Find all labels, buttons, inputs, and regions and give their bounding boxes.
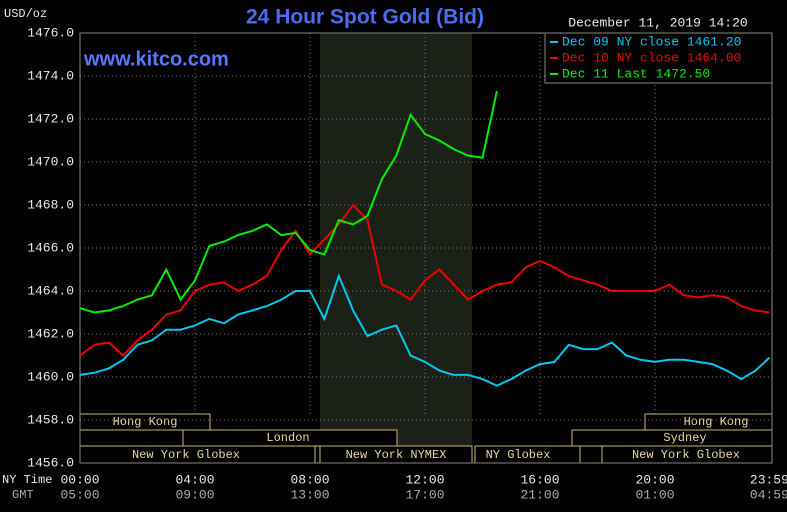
session-label: New York Globex	[632, 448, 740, 462]
session-label: Sydney	[663, 431, 706, 445]
x-tick-label: 20:00	[635, 472, 674, 487]
price-line	[79, 273, 771, 387]
y-tick-label: 1466.0	[27, 240, 74, 255]
y-tick-label: 1456.0	[27, 455, 74, 470]
session-label: London	[266, 431, 309, 445]
y-tick-label: 1468.0	[27, 197, 74, 212]
legend-label: Dec 10 NY close 1464.00	[562, 50, 741, 65]
x-row-label: GMT	[12, 488, 34, 502]
x-tick-label-gmt: 01:00	[635, 487, 674, 502]
y-tick-label: 1458.0	[27, 412, 74, 427]
session-label: Hong Kong	[684, 415, 749, 429]
x-tick-label: 12:00	[405, 472, 444, 487]
y-tick-label: 1476.0	[27, 25, 74, 40]
x-tick-label: 23:59	[750, 472, 787, 487]
session-label: Hong Kong	[113, 415, 178, 429]
x-tick-label-gmt: 04:59	[750, 487, 787, 502]
legend-box	[544, 32, 773, 84]
y-tick-label: 1464.0	[27, 283, 74, 298]
session-label: New York NYMEX	[346, 448, 447, 462]
subtitle: December 11, 2019 14:20	[568, 15, 747, 30]
x-tick-label-gmt: 17:00	[405, 487, 444, 502]
annotation: www.kitco.com	[83, 48, 229, 70]
y-tick-label: 1462.0	[27, 326, 74, 341]
x-tick-label: 04:00	[175, 472, 214, 487]
sessions: Hong Kong London New York Globex New Yor…	[79, 413, 773, 464]
x-tick-label-gmt: 09:00	[175, 487, 214, 502]
x-tick-label: 16:00	[520, 472, 559, 487]
x-tick-label-gmt: 13:00	[290, 487, 329, 502]
session-label: New York Globex	[132, 448, 240, 462]
price-line	[79, 203, 770, 357]
y-tick-label: 1474.0	[27, 68, 74, 83]
x-tick-label-gmt: 21:00	[520, 487, 559, 502]
x-tick-label: 08:00	[290, 472, 329, 487]
legend-label: Dec 09 NY close 1461.20	[562, 34, 741, 49]
y-tick-label: 1472.0	[27, 111, 74, 126]
x-tick-label: 00:00	[60, 472, 99, 487]
chart-title: 24 Hour Spot Gold (Bid)	[246, 6, 484, 29]
session-label: NY Globex	[486, 448, 551, 462]
y-tick-label: 1470.0	[27, 154, 74, 169]
legend-label: Dec 11 Last 1472.50	[562, 66, 710, 81]
x-row-label: NY Time	[2, 473, 52, 487]
y-tick-label: 1460.0	[27, 369, 74, 384]
x-tick-label-gmt: 05:00	[60, 487, 99, 502]
price-line	[79, 90, 498, 314]
y-axis-label: USD/oz	[4, 7, 47, 21]
